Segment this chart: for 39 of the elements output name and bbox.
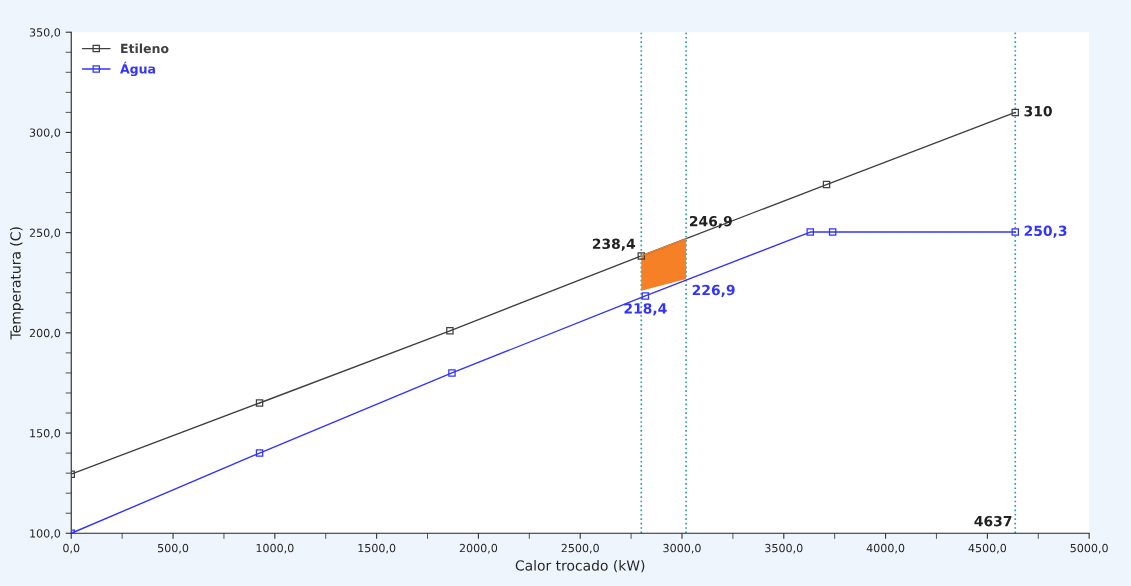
annotation: 246,9	[689, 215, 732, 229]
point	[255, 449, 264, 457]
y-tick-label: 300,0	[29, 128, 61, 138]
annotation: 4637	[974, 515, 1012, 527]
point	[637, 252, 646, 260]
point	[1011, 228, 1020, 236]
annotation: 218,4	[624, 303, 667, 316]
x-tick-label: 1000,0	[256, 543, 294, 554]
point	[806, 228, 814, 236]
x-tick-label: 3000,0	[663, 543, 701, 554]
annotation: 226,9	[692, 284, 735, 298]
point	[1011, 108, 1020, 117]
x-tick-label: 0,0	[63, 543, 80, 554]
y-axis-title: Temperatura (C)	[10, 227, 24, 340]
annotation: 250,3	[1024, 225, 1067, 238]
x-tick-label: 4500,0	[968, 543, 1007, 554]
x-tick-label: 500,0	[158, 543, 189, 554]
point	[828, 228, 837, 236]
x-tick-label: 1500,0	[358, 543, 396, 554]
x-axis-title: Calor trocado (kW)	[515, 559, 645, 573]
point	[448, 369, 456, 377]
point	[255, 399, 264, 407]
y-tick-label: 100,0	[30, 529, 61, 539]
point	[446, 327, 454, 335]
x-tick-label: 4000,0	[866, 543, 905, 554]
legend-label: Etileno	[121, 43, 169, 54]
y-tick-label: 350,0	[29, 28, 61, 38]
y-tick-label: 250,0	[29, 228, 61, 239]
x-tick-label: 3500,0	[765, 543, 803, 554]
y-tick-label: 200,0	[29, 328, 61, 339]
x-tick-label: 2500,0	[561, 543, 599, 554]
point	[641, 292, 650, 300]
y-tick-label: 150,0	[30, 429, 61, 439]
annotation: 238,4	[592, 238, 636, 251]
x-tick-label: 2000,0	[459, 543, 498, 554]
x-tick-label: 5000,0	[1070, 543, 1108, 554]
annotation: 310	[1024, 105, 1052, 117]
legend-label: Água	[120, 61, 155, 77]
point	[822, 180, 831, 189]
